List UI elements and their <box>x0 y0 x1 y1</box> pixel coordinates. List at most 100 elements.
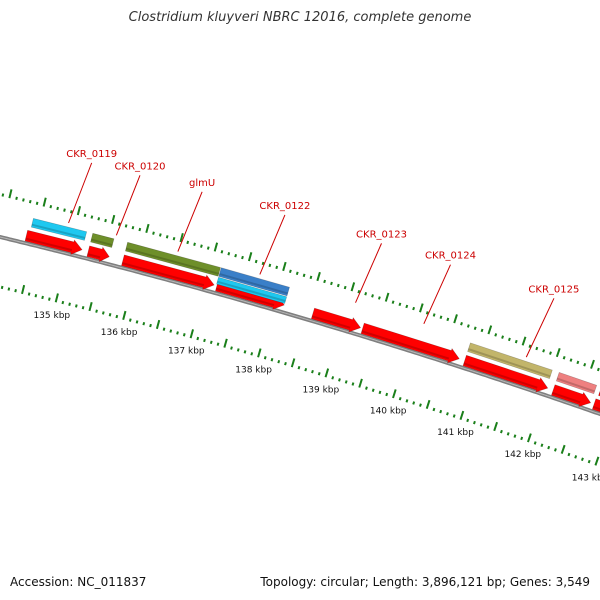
inner-ruler-minor-tick <box>297 365 301 370</box>
cds-arrow <box>360 322 460 364</box>
inner-ruler-minor-tick <box>439 409 443 414</box>
inner-ruler-minor-tick <box>452 414 456 418</box>
outer-ruler-minor-tick <box>28 199 32 204</box>
cds-arrow <box>462 354 549 393</box>
gene-label: CKR_0125 <box>528 284 579 295</box>
inner-ruler-minor-tick <box>182 333 186 337</box>
outer-ruler-minor-tick <box>412 306 416 311</box>
scale-label: 137 kbp <box>168 347 205 357</box>
outer-ruler-major-tick <box>213 242 219 252</box>
backbone-line <box>0 234 600 417</box>
inner-ruler-minor-tick <box>243 350 247 354</box>
outer-ruler-minor-tick <box>295 271 299 276</box>
inner-ruler-major-tick <box>88 301 93 312</box>
cds-arrow <box>86 245 110 263</box>
outer-ruler-major-tick <box>384 292 390 302</box>
feature-track <box>24 218 600 413</box>
inner-ruler-major-tick <box>155 319 161 330</box>
inner-ruler-minor-tick <box>270 358 274 362</box>
inner-ruler-minor-tick <box>513 434 517 438</box>
inner-ruler-minor-tick <box>34 294 38 298</box>
outer-ruler-major-tick <box>453 314 458 324</box>
outer-ruler-minor-tick <box>432 313 436 317</box>
inner-ruler-minor-tick <box>311 369 314 374</box>
outer-ruler-minor-tick <box>165 235 169 239</box>
outer-ruler-minor-tick <box>576 360 580 365</box>
label-leader-line <box>423 264 451 325</box>
inner-ruler-major-tick <box>493 421 499 432</box>
outer-ruler-minor-tick <box>254 259 258 264</box>
outer-ruler-minor-tick <box>158 233 162 237</box>
outer-ruler-minor-tick <box>330 281 333 286</box>
outer-ruler-minor-tick <box>117 222 121 226</box>
outer-ruler-major-tick <box>282 261 287 272</box>
inner-ruler-minor-tick <box>41 295 44 300</box>
outer-ruler-minor-tick <box>473 326 477 330</box>
outer-ruler-minor-tick <box>466 324 470 328</box>
inner-ruler-minor-tick <box>216 342 220 346</box>
outer-ruler-minor-tick <box>480 328 484 333</box>
inner-ruler-major-tick <box>54 293 59 303</box>
gene-label: CKR_0119 <box>66 149 117 160</box>
outer-ruler-minor-tick <box>200 244 203 248</box>
inner-ruler <box>0 284 600 466</box>
inner-ruler-minor-tick <box>142 322 146 326</box>
accession-text: Accession: NC_011837 <box>10 575 147 589</box>
inner-ruler-minor-tick <box>0 285 4 290</box>
outer-ruler-major-tick <box>487 325 493 335</box>
outer-ruler-major-tick <box>111 214 116 225</box>
outer-ruler-minor-tick <box>83 213 87 218</box>
inner-ruler-minor-tick <box>263 356 267 360</box>
gene-label: CKR_0124 <box>425 251 476 262</box>
inner-ruler-minor-tick <box>196 336 200 341</box>
outer-ruler-minor-tick <box>460 322 463 326</box>
inner-ruler-minor-tick <box>473 420 476 425</box>
outer-ruler-minor-tick <box>377 296 381 300</box>
outer-ruler-minor-tick <box>583 363 587 367</box>
feature-shade <box>31 223 86 239</box>
label-leader-line <box>259 214 286 275</box>
outer-ruler-minor-tick <box>398 302 402 307</box>
feature-shade <box>556 377 595 393</box>
inner-ruler-minor-tick <box>338 378 341 382</box>
outer-ruler-major-tick <box>555 348 561 358</box>
inner-ruler-minor-tick <box>176 331 179 335</box>
inner-ruler-major-tick <box>358 378 363 388</box>
inner-ruler-minor-tick <box>553 448 557 452</box>
scale-label: 138 kbp <box>235 366 272 376</box>
outer-ruler-minor-tick <box>535 346 539 351</box>
outer-ruler-minor-tick <box>90 215 94 219</box>
outer-ruler-minor-tick <box>528 344 532 348</box>
outer-ruler-minor-tick <box>152 231 155 235</box>
outer-ruler-minor-tick <box>507 337 511 342</box>
inner-ruler-minor-tick <box>466 418 470 423</box>
gene-label: glmU <box>189 178 215 189</box>
label-leader-line <box>525 298 555 358</box>
gene-product-bar <box>30 218 88 241</box>
cds-arrow <box>121 254 215 291</box>
inner-ruler-major-tick <box>459 410 465 420</box>
inner-ruler-major-tick <box>560 444 566 454</box>
inner-ruler-minor-tick <box>304 367 308 372</box>
outer-ruler-minor-tick <box>56 206 59 211</box>
outer-ruler-minor-tick <box>70 210 73 214</box>
inner-ruler-minor-tick <box>277 359 281 364</box>
inner-ruler-minor-tick <box>230 346 233 350</box>
inner-ruler-minor-tick <box>149 323 152 328</box>
cds-arrow <box>310 307 362 333</box>
genome-backbone <box>0 234 600 417</box>
feature-shade <box>361 330 450 360</box>
inner-ruler-major-tick <box>257 348 262 358</box>
outer-ruler-minor-tick <box>241 255 244 260</box>
outer-ruler-minor-tick <box>549 351 552 355</box>
inner-ruler-minor-tick <box>378 390 382 395</box>
outer-ruler-major-tick <box>42 197 47 207</box>
inner-ruler-minor-tick <box>7 287 11 291</box>
inner-ruler-minor-tick <box>115 314 119 319</box>
gene-product-bar <box>555 372 598 395</box>
inner-ruler-minor-tick <box>385 392 389 397</box>
inner-ruler-major-tick <box>527 433 532 443</box>
outer-ruler-minor-tick <box>49 205 53 209</box>
outer-ruler-minor-tick <box>234 253 238 258</box>
